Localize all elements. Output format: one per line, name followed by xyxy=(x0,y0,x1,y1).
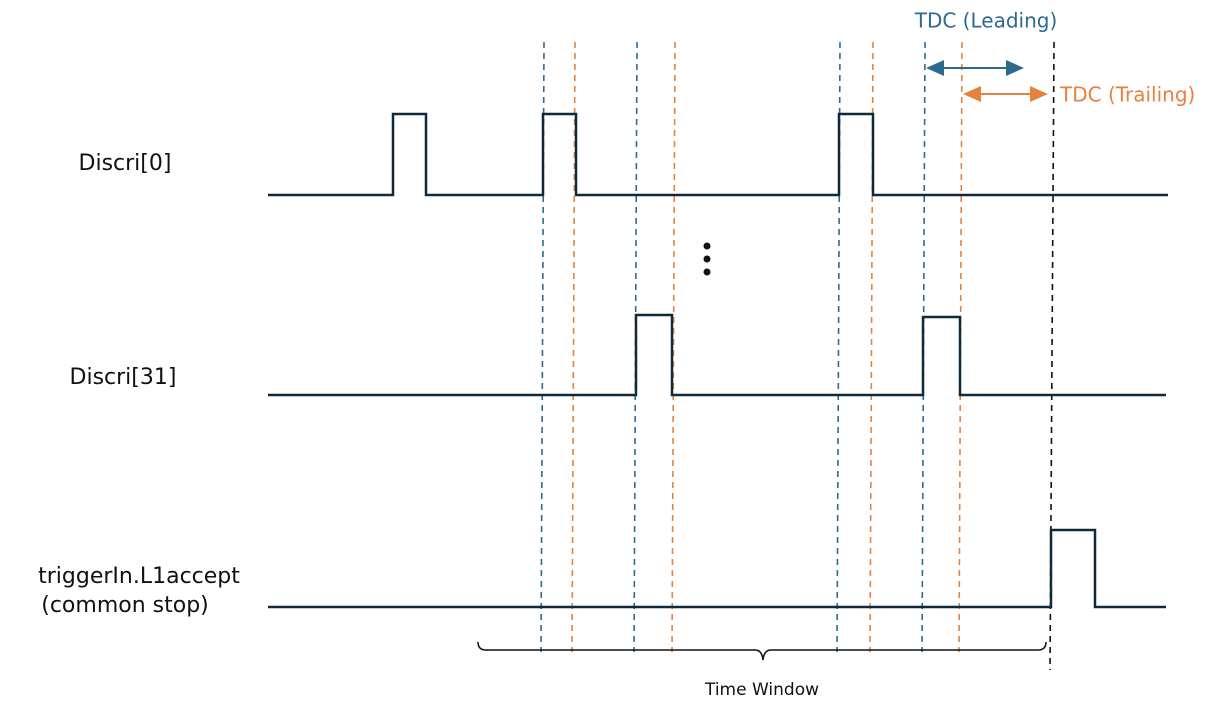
signal-label: Discri[31] xyxy=(70,365,177,390)
time-window-label: Time Window xyxy=(704,680,819,700)
signal-label: Discri[0] xyxy=(79,151,172,176)
signal-label: triggerIn.L1accept xyxy=(38,564,240,589)
dashed-markers xyxy=(540,41,1055,671)
signal-sublabel: (common stop) xyxy=(41,593,209,618)
leading-label: TDC (Leading) xyxy=(914,9,1058,33)
trailing-label: TDC (Trailing) xyxy=(1059,83,1195,107)
signal-waveform xyxy=(268,313,1166,397)
ellipsis xyxy=(703,242,711,276)
signal-waveform xyxy=(268,112,1168,197)
time-window-brace xyxy=(477,641,1047,661)
signal-waveform xyxy=(268,528,1166,609)
